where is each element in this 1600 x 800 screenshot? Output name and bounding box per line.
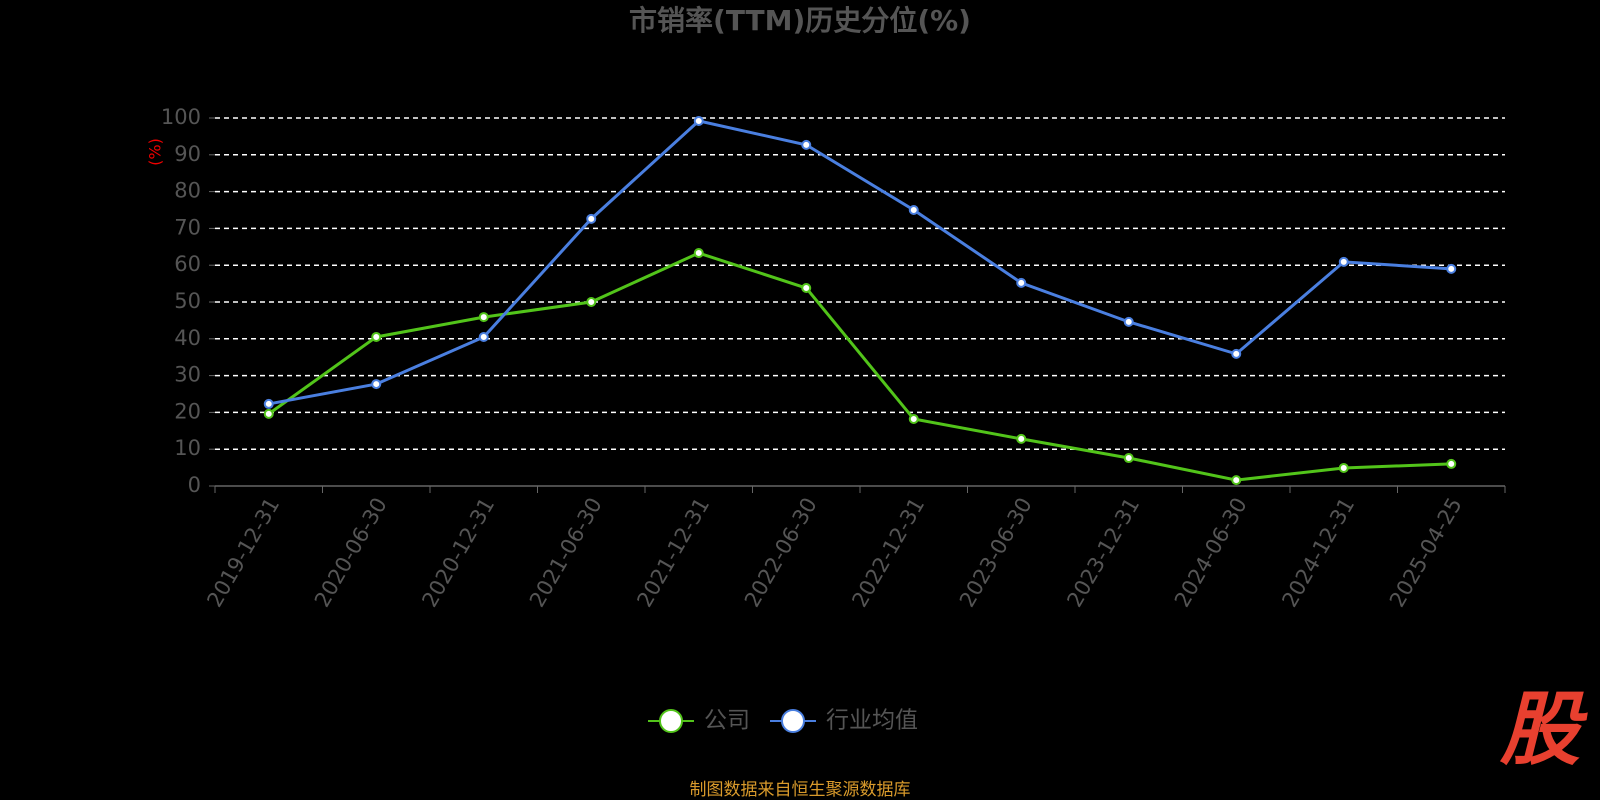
data-point — [1338, 462, 1349, 473]
data-point — [478, 331, 489, 342]
data-point — [693, 115, 704, 126]
data-point — [263, 408, 274, 419]
y-axis-label: (%) — [146, 138, 165, 166]
legend-item: 公司 — [648, 708, 750, 734]
x-tick-label: 2020-12-31 — [417, 494, 499, 612]
y-tick-label: 90 — [174, 142, 201, 166]
x-tick-label: 2023-06-30 — [955, 494, 1037, 612]
y-tick-label: 60 — [174, 252, 201, 276]
source-note: 制图数据来自恒生聚源数据库 — [690, 780, 911, 800]
y-tick-label: 80 — [174, 179, 201, 203]
data-point — [1446, 263, 1457, 274]
data-point — [801, 283, 812, 294]
data-point — [801, 139, 812, 150]
data-point — [371, 379, 382, 390]
x-tick-label: 2022-12-31 — [847, 494, 929, 612]
legend-item: 行业均值 — [770, 708, 918, 734]
x-tick-label: 2024-06-30 — [1170, 494, 1252, 612]
x-tick-label: 2022-06-30 — [740, 494, 822, 612]
data-point — [693, 248, 704, 259]
y-tick-label: 20 — [174, 399, 201, 423]
x-tick-label: 2020-06-30 — [310, 494, 392, 612]
data-point — [1123, 316, 1134, 327]
data-point — [586, 213, 597, 224]
data-point — [263, 398, 274, 409]
data-point — [478, 312, 489, 323]
y-tick-label: 0 — [188, 473, 201, 497]
legend-marker — [781, 709, 805, 733]
data-point — [1446, 458, 1457, 469]
x-tick-label: 2025-04-25 — [1385, 494, 1467, 612]
series-line — [268, 119, 1452, 406]
y-tick-label: 100 — [161, 105, 201, 129]
x-tick-label: 2021-06-30 — [525, 494, 607, 612]
y-tick-label: 70 — [174, 215, 201, 239]
data-point — [1123, 453, 1134, 464]
data-point — [371, 331, 382, 342]
chart-title: 市销率(TTM)历史分位(%) — [629, 4, 971, 37]
y-tick-label: 50 — [174, 289, 201, 313]
data-point — [1016, 277, 1027, 288]
data-point — [908, 205, 919, 215]
legend-label: 公司 — [704, 708, 750, 734]
x-tick-label: 2021-12-31 — [632, 494, 714, 612]
legend-label: 行业均值 — [826, 708, 918, 734]
data-point — [908, 414, 919, 425]
x-tick-label: 2023-12-31 — [1062, 494, 1144, 612]
legend-marker — [659, 709, 683, 733]
watermark: 股 — [1499, 683, 1588, 776]
y-tick-label: 10 — [174, 436, 201, 460]
data-point — [1016, 433, 1027, 444]
series-line — [267, 251, 1452, 482]
y-tick-label: 30 — [174, 363, 201, 387]
y-tick-label: 40 — [174, 326, 201, 350]
x-tick-label: 2024-12-31 — [1277, 494, 1359, 612]
data-point — [1338, 256, 1349, 267]
data-point — [1231, 348, 1242, 359]
x-tick-label: 2019-12-31 — [202, 494, 284, 612]
data-point — [586, 297, 597, 307]
data-point — [1231, 475, 1242, 486]
